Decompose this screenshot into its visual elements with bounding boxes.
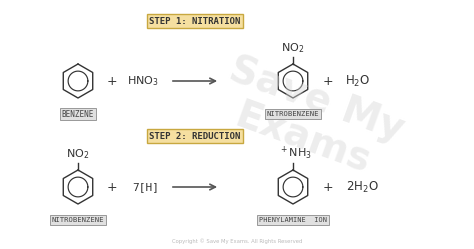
Text: NITROBENZENE: NITROBENZENE xyxy=(267,111,319,117)
Text: STEP 2: REDUCTION: STEP 2: REDUCTION xyxy=(149,131,241,140)
Text: STEP 1: NITRATION: STEP 1: NITRATION xyxy=(149,16,241,25)
Text: +: + xyxy=(323,74,333,87)
Text: $\mathregular{H_2O}$: $\mathregular{H_2O}$ xyxy=(346,73,371,89)
Text: Save My
Exams: Save My Exams xyxy=(210,51,410,187)
Text: $\mathregular{HNO_3}$: $\mathregular{HNO_3}$ xyxy=(127,74,159,88)
Text: $\mathregular{NO_2}$: $\mathregular{NO_2}$ xyxy=(282,41,305,55)
Text: BENZENE: BENZENE xyxy=(62,110,94,119)
Text: +: + xyxy=(323,181,333,193)
Text: Copyright © Save My Exams. All Rights Reserved: Copyright © Save My Exams. All Rights Re… xyxy=(172,238,302,244)
Text: $\mathregular{^+NH_3}$: $\mathregular{^+NH_3}$ xyxy=(280,144,312,162)
Text: $\mathregular{2H_2O}$: $\mathregular{2H_2O}$ xyxy=(346,180,378,194)
Text: +: + xyxy=(107,74,117,87)
Text: +: + xyxy=(107,181,117,193)
Text: 7[H]: 7[H] xyxy=(133,182,159,192)
Text: $\mathregular{NO_2}$: $\mathregular{NO_2}$ xyxy=(66,147,90,161)
Text: PHENYLAMINE  ION: PHENYLAMINE ION xyxy=(259,217,327,223)
Text: NITROBENZENE: NITROBENZENE xyxy=(52,217,104,223)
